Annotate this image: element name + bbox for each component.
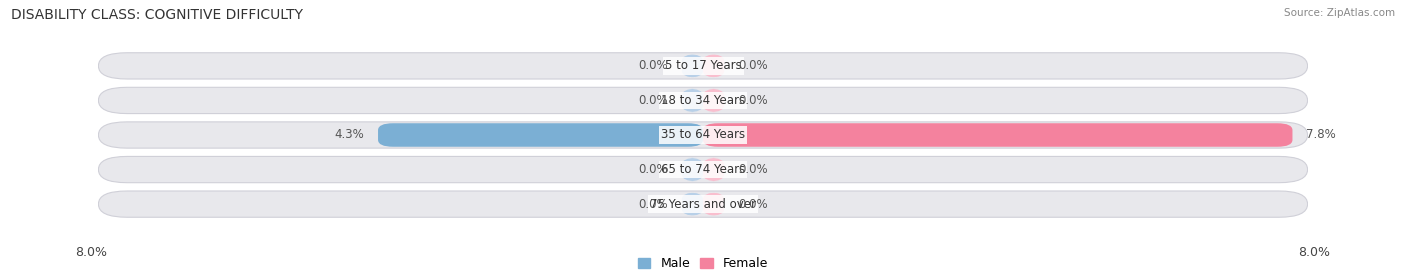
Text: 0.0%: 0.0%	[638, 163, 668, 176]
FancyBboxPatch shape	[98, 156, 1308, 183]
FancyBboxPatch shape	[682, 89, 703, 112]
Text: DISABILITY CLASS: COGNITIVE DIFFICULTY: DISABILITY CLASS: COGNITIVE DIFFICULTY	[11, 8, 304, 22]
FancyBboxPatch shape	[703, 192, 724, 216]
Text: 65 to 74 Years: 65 to 74 Years	[661, 163, 745, 176]
Text: 4.3%: 4.3%	[335, 129, 364, 141]
Text: 0.0%: 0.0%	[638, 59, 668, 72]
Text: 35 to 64 Years: 35 to 64 Years	[661, 129, 745, 141]
FancyBboxPatch shape	[703, 89, 724, 112]
Text: 0.0%: 0.0%	[738, 59, 768, 72]
Text: 18 to 34 Years: 18 to 34 Years	[661, 94, 745, 107]
FancyBboxPatch shape	[703, 54, 724, 78]
Text: 0.0%: 0.0%	[638, 94, 668, 107]
FancyBboxPatch shape	[98, 87, 1308, 114]
Text: 75 Years and over: 75 Years and over	[650, 198, 756, 211]
FancyBboxPatch shape	[682, 158, 703, 181]
Text: 8.0%: 8.0%	[1299, 246, 1330, 259]
FancyBboxPatch shape	[682, 192, 703, 216]
Text: 5 to 17 Years: 5 to 17 Years	[665, 59, 741, 72]
FancyBboxPatch shape	[703, 158, 724, 181]
Legend: Male, Female: Male, Female	[638, 258, 768, 270]
Text: 0.0%: 0.0%	[738, 198, 768, 211]
Text: 0.0%: 0.0%	[638, 198, 668, 211]
Text: 7.8%: 7.8%	[1306, 129, 1336, 141]
FancyBboxPatch shape	[703, 123, 1292, 147]
FancyBboxPatch shape	[378, 123, 703, 147]
FancyBboxPatch shape	[98, 122, 1308, 148]
Text: 0.0%: 0.0%	[738, 94, 768, 107]
Text: 8.0%: 8.0%	[76, 246, 107, 259]
FancyBboxPatch shape	[98, 53, 1308, 79]
Text: 0.0%: 0.0%	[738, 163, 768, 176]
FancyBboxPatch shape	[682, 54, 703, 78]
Text: Source: ZipAtlas.com: Source: ZipAtlas.com	[1284, 8, 1395, 18]
FancyBboxPatch shape	[98, 191, 1308, 217]
